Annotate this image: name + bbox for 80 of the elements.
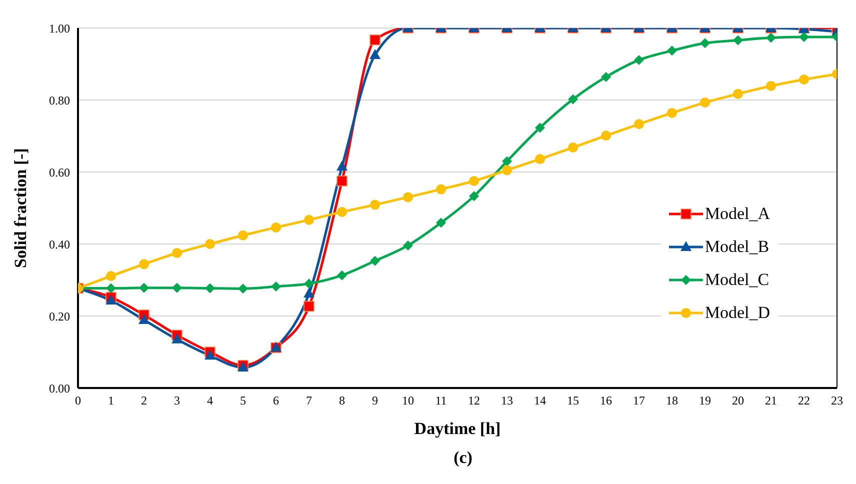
x-tick-label: 19: [699, 394, 711, 408]
y-tick-label: 0.20: [49, 309, 70, 324]
x-tick-label: 8: [339, 394, 345, 408]
y-tick-label: 0.80: [49, 93, 70, 108]
point: [304, 288, 314, 298]
legend-label: Model_A: [704, 204, 770, 224]
point: [502, 156, 512, 166]
point: [106, 294, 116, 305]
point: [502, 165, 512, 176]
x-tick-label: 22: [798, 394, 810, 408]
x-tick-label: 16: [600, 394, 612, 408]
x-tick-label: 11: [435, 394, 447, 408]
point: [205, 239, 215, 249]
point: [106, 283, 116, 294]
x-tick-label: 0: [75, 394, 81, 408]
point: [172, 333, 182, 344]
point: [535, 154, 545, 164]
point: [304, 278, 314, 289]
point: [403, 240, 413, 250]
point: [139, 282, 149, 293]
x-tick-label: 17: [633, 394, 645, 408]
point: [535, 122, 545, 133]
point: [634, 55, 644, 66]
x-tick-label: 9: [372, 394, 378, 408]
point: [139, 259, 149, 270]
point: [304, 214, 314, 225]
point: [601, 130, 611, 141]
x-tick-label: 18: [666, 394, 678, 408]
x-tick-label: 7: [306, 394, 312, 408]
point: [469, 191, 479, 202]
x-tick-label: 15: [567, 394, 579, 408]
x-tick-label: 20: [732, 394, 744, 408]
x-tick-label: 13: [501, 394, 513, 408]
point: [370, 200, 380, 210]
point: [337, 270, 347, 280]
point: [304, 300, 314, 312]
point: [172, 248, 182, 258]
y-tick-label: 0.00: [49, 381, 70, 396]
point: [337, 206, 347, 217]
x-tick-label: 23: [831, 394, 843, 408]
point: [403, 192, 413, 202]
point: [700, 98, 710, 108]
text: (c): [452, 448, 474, 468]
point: [667, 108, 677, 118]
legend-label: Model_C: [704, 270, 770, 290]
legend-label: Model_D: [704, 302, 770, 322]
x-tick-label: 4: [207, 394, 213, 408]
point: [336, 176, 348, 186]
point: [436, 184, 446, 194]
point: [436, 218, 446, 228]
y-axis-title: Solid fraction [-]: [11, 148, 30, 268]
point: [172, 282, 182, 293]
point: [271, 222, 281, 232]
point: [733, 88, 743, 99]
x-tick-label: 21: [765, 394, 777, 408]
y-tick-label: 0.60: [49, 165, 70, 180]
point: [238, 284, 248, 294]
point: [106, 271, 116, 282]
point: [370, 256, 380, 266]
point: [138, 314, 150, 324]
point: [568, 142, 578, 153]
point: [271, 281, 281, 292]
y-tick-label: 1.00: [49, 21, 70, 36]
x-tick-label: 3: [174, 394, 180, 408]
legend-label: Model_B: [704, 236, 770, 256]
x-tick-label: 2: [141, 394, 147, 408]
point: [238, 230, 248, 240]
x-tick-label: 1: [108, 394, 114, 408]
point: [634, 119, 644, 130]
x-tick-label: 5: [240, 394, 246, 408]
y-tick-label: 0.40: [49, 237, 70, 252]
point: [568, 94, 578, 104]
x-tick-label: 10: [402, 394, 414, 408]
point: [205, 283, 215, 294]
point: [469, 176, 479, 186]
x-tick-label: 6: [273, 394, 279, 408]
x-tick-label: 14: [534, 394, 546, 408]
point: [204, 350, 216, 360]
x-tick-label: 12: [468, 394, 480, 408]
x-axis-title: Daytime [h]: [414, 419, 501, 438]
